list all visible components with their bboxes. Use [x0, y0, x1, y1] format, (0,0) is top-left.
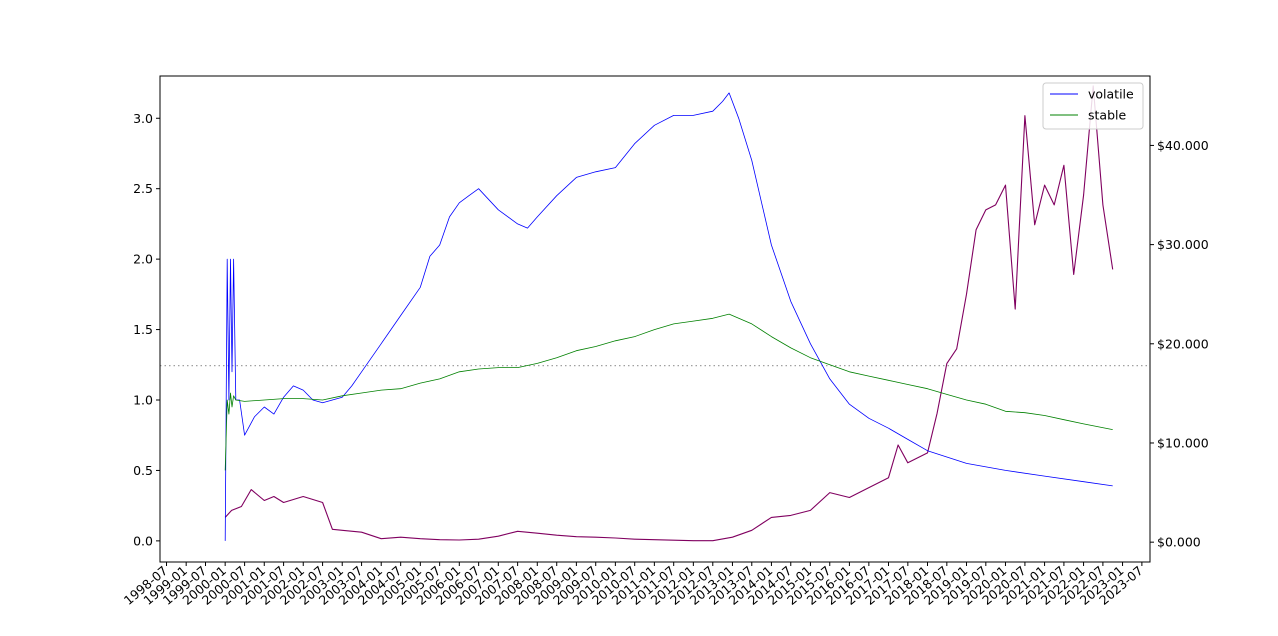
y-right-tick-label: $30.000 — [1157, 237, 1209, 252]
plot-frame — [159, 75, 1151, 563]
y-right-tick-label: $20.000 — [1157, 336, 1209, 351]
y-left-tick-label: 1.5 — [133, 322, 153, 337]
y-right-tick-label: $10.000 — [1157, 435, 1209, 450]
series-price-line — [224, 85, 1114, 542]
y-left-tick-label: 0.0 — [133, 533, 153, 548]
y-left-tick-label: 1.0 — [133, 393, 153, 408]
legend: volatile stable — [1042, 82, 1144, 130]
series-stable-line — [224, 313, 1113, 471]
y-left-tick-label: 2.5 — [133, 181, 153, 196]
series-volatile-line — [224, 92, 1113, 541]
y-right-tick-label: $0.000 — [1157, 535, 1201, 550]
y-left-tick-label: 2.0 — [133, 252, 153, 267]
legend-label-volatile: volatile — [1088, 87, 1134, 102]
y-left-tick-label: 0.5 — [133, 463, 153, 478]
y-left-tick-label: 3.0 — [133, 111, 153, 126]
plot-area — [160, 76, 1150, 562]
y-right-tick-label: $40.000 — [1157, 138, 1209, 153]
legend-label-stable: stable — [1088, 108, 1126, 123]
